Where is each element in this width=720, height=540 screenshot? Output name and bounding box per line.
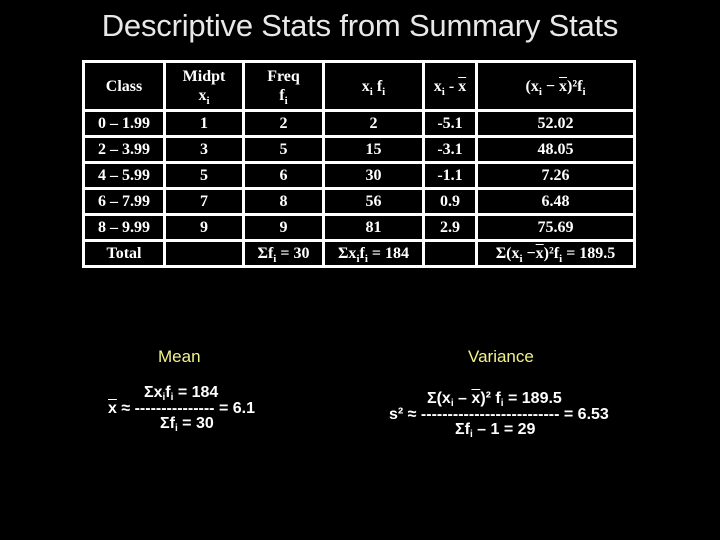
variance-fraction-line: s² ≈ -------------------------- = 6.53 (389, 406, 609, 423)
mean-denominator: Σfi = 30 (160, 415, 214, 434)
total-midpoint-empty (163, 239, 245, 268)
variance-denominator: Σfi – 1 = 29 (455, 421, 536, 440)
cell-midpoint: 1 (163, 109, 245, 138)
cell-squared-deviation: 75.69 (475, 213, 636, 242)
frequency-table: Class Midpt xi Freq fi xi fi xi - x (xi … (82, 60, 636, 268)
mean-numerator: Σxifi = 184 (144, 384, 219, 403)
cell-frequency: 9 (242, 213, 325, 242)
table-row: 6 – 7.99 7 8 56 0.9 6.48 (82, 187, 636, 216)
cell-deviation: -3.1 (422, 135, 478, 164)
cell-squared-deviation: 7.26 (475, 161, 636, 190)
header-deviation: xi - x (422, 60, 478, 112)
header-squared-deviation: (xi − x)²fi (475, 60, 636, 112)
cell-midpoint: 3 (163, 135, 245, 164)
total-squared-deviation: Σ(xi −x)²fi = 189.5 (475, 239, 636, 268)
table-total-row: Total Σfi = 30 Σxifi = 184 Σ(xi −x)²fi =… (82, 239, 636, 268)
page-title: Descriptive Stats from Summary Stats (101, 8, 619, 43)
cell-class: 4 – 5.99 (82, 161, 166, 190)
cell-frequency: 6 (242, 161, 325, 190)
table-row: 0 – 1.99 1 2 2 -5.1 52.02 (82, 109, 636, 138)
mean-result: = 6.1 (214, 400, 255, 417)
cell-class: 8 – 9.99 (82, 213, 166, 242)
table-row: 2 – 3.99 3 5 15 -3.1 48.05 (82, 135, 636, 164)
mean-symbol: x (108, 400, 117, 417)
header-class: Class (82, 60, 166, 112)
cell-squared-deviation: 48.05 (475, 135, 636, 164)
cell-deviation: 0.9 (422, 187, 478, 216)
cell-frequency: 5 (242, 135, 325, 164)
total-xf: Σxifi = 184 (322, 239, 425, 268)
total-frequency: Σfi = 30 (242, 239, 325, 268)
variance-symbol: s² ≈ (389, 406, 421, 423)
cell-frequency: 8 (242, 187, 325, 216)
total-label: Total (82, 239, 166, 268)
cell-frequency: 2 (242, 109, 325, 138)
mean-label: Mean (158, 347, 201, 366)
header-frequency: Freq fi (242, 60, 325, 112)
cell-xf: 30 (322, 161, 425, 190)
cell-deviation: -5.1 (422, 109, 478, 138)
cell-xf: 81 (322, 213, 425, 242)
cell-class: 6 – 7.99 (82, 187, 166, 216)
cell-midpoint: 7 (163, 187, 245, 216)
cell-squared-deviation: 52.02 (475, 109, 636, 138)
cell-midpoint: 9 (163, 213, 245, 242)
total-deviation-empty (422, 239, 478, 268)
cell-deviation: -1.1 (422, 161, 478, 190)
variance-numerator: Σ(xi – x)² fi = 189.5 (427, 390, 562, 409)
cell-xf: 2 (322, 109, 425, 138)
table-row: 4 – 5.99 5 6 30 -1.1 7.26 (82, 161, 636, 190)
cell-xf: 15 (322, 135, 425, 164)
cell-squared-deviation: 6.48 (475, 187, 636, 216)
cell-xf: 56 (322, 187, 425, 216)
table-header-row: Class Midpt xi Freq fi xi fi xi - x (xi … (82, 60, 636, 112)
variance-result: = 6.53 (559, 406, 609, 423)
header-xf: xi fi (322, 60, 425, 112)
cell-midpoint: 5 (163, 161, 245, 190)
cell-class: 2 – 3.99 (82, 135, 166, 164)
mean-fraction-line: x ≈ --------------- = 6.1 (108, 400, 255, 417)
table-row: 8 – 9.99 9 9 81 2.9 75.69 (82, 213, 636, 242)
cell-class: 0 – 1.99 (82, 109, 166, 138)
cell-deviation: 2.9 (422, 213, 478, 242)
variance-label: Variance (468, 347, 534, 366)
header-midpoint: Midpt xi (163, 60, 245, 112)
